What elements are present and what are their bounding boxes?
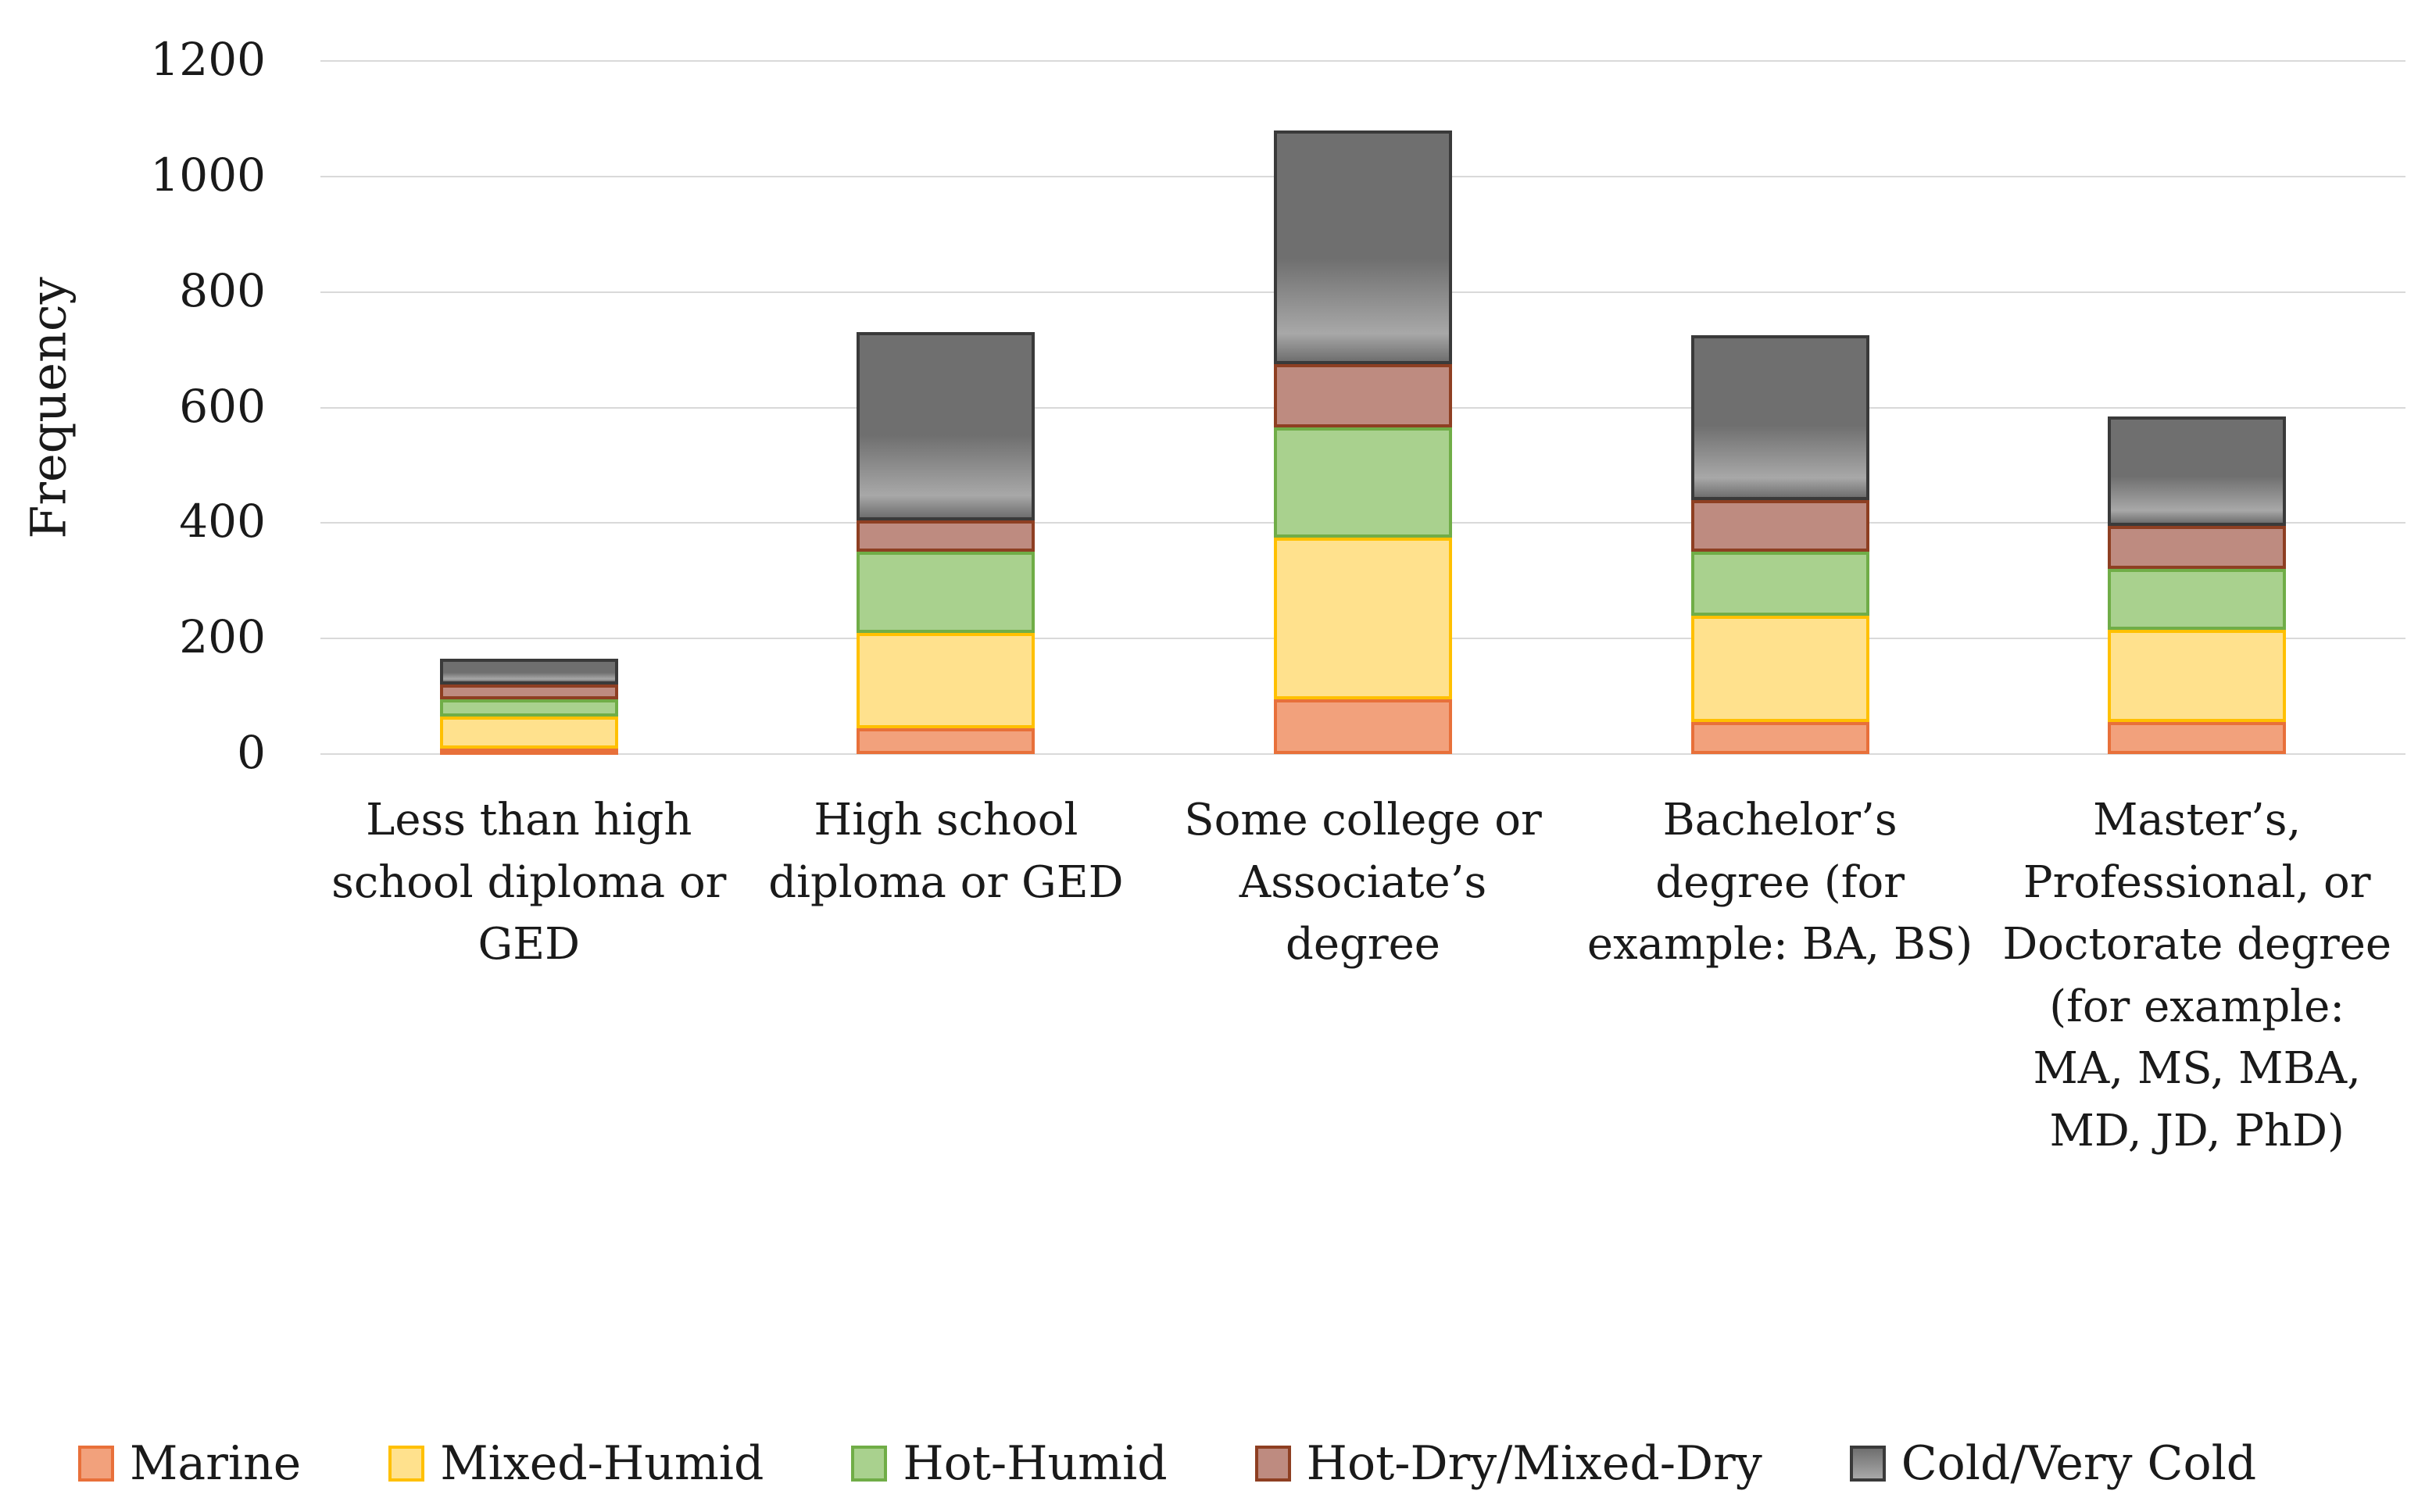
bar-segment-mixed-humid — [1274, 537, 1452, 699]
legend-label: Hot-Humid — [903, 1436, 1168, 1491]
y-tick-label: 1200 — [150, 33, 266, 86]
gridline — [320, 753, 2405, 755]
bar-segment-cold-very-cold — [1274, 130, 1452, 365]
legend-label: Marine — [130, 1436, 302, 1491]
bar-segment-marine — [1690, 722, 1869, 754]
bar-segment-hot-dry-mixed-dry — [857, 520, 1036, 552]
legend-swatch-icon — [1254, 1446, 1291, 1482]
bar-segment-hot-humid — [439, 699, 618, 717]
legend-label: Hot-Dry/Mixed-Dry — [1306, 1436, 1762, 1491]
x-category-label: High school diploma or GED — [768, 795, 1124, 908]
y-tick-label: 800 — [179, 263, 266, 317]
legend-item-hot-humid: Hot-Humid — [851, 1436, 1168, 1491]
y-tick-label: 400 — [179, 495, 266, 549]
legend-item-mixed-humid: Mixed-Humid — [388, 1436, 764, 1491]
bar-segment-hot-humid — [2108, 569, 2287, 631]
bar-segment-hot-dry-mixed-dry — [439, 685, 618, 699]
bar-segment-hot-dry-mixed-dry — [1690, 499, 1869, 552]
bar-segment-hot-humid — [1274, 427, 1452, 538]
bar-segment-marine — [2108, 722, 2287, 754]
y-tick-label: 1000 — [150, 148, 266, 202]
bar-segment-mixed-humid — [439, 716, 618, 749]
bar-segment-hot-humid — [857, 552, 1036, 633]
bar-segment-marine — [857, 727, 1036, 754]
legend: Marine Mixed-Humid Hot-Humid Hot-Dry/Mixed-… — [78, 1436, 2256, 1491]
bar-segment-cold-very-cold — [857, 332, 1036, 520]
legend-label: Mixed-Humid — [440, 1436, 764, 1491]
bar-segment-mixed-humid — [2108, 630, 2287, 723]
legend-swatch-icon — [78, 1446, 114, 1482]
x-category-label: Some college or Associate’s degree — [1184, 795, 1542, 970]
bar-segment-hot-dry-mixed-dry — [1274, 364, 1452, 428]
bar-segment-hot-humid — [1690, 552, 1869, 616]
gridline — [320, 60, 2405, 62]
legend-item-marine: Marine — [78, 1436, 301, 1491]
x-category-label: Bachelor’s degree (for example: BA, BS) — [1586, 795, 1973, 970]
bar-segment-mixed-humid — [1690, 615, 1869, 723]
bar-segment-hot-dry-mixed-dry — [2108, 526, 2287, 570]
y-tick-label: 600 — [179, 379, 266, 433]
bar-segment-marine — [1274, 699, 1452, 754]
bar-segment-cold-very-cold — [439, 659, 618, 685]
legend-swatch-icon — [388, 1446, 425, 1482]
legend-swatch-icon — [851, 1446, 888, 1482]
bar-segment-cold-very-cold — [1690, 335, 1869, 500]
bar-segment-cold-very-cold — [2108, 416, 2287, 527]
legend-swatch-icon — [1849, 1446, 1886, 1482]
bar-segment-marine — [439, 748, 618, 755]
legend-label: Cold/Very Cold — [1901, 1436, 2257, 1491]
y-tick-label: 0 — [237, 726, 266, 779]
legend-item-cold-very-cold: Cold/Very Cold — [1849, 1436, 2257, 1491]
legend-item-hot-dry-mixed-dry: Hot-Dry/Mixed-Dry — [1254, 1436, 1762, 1491]
y-tick-label: 200 — [179, 610, 266, 664]
x-category-label: Master’s, Professional, or Doctorate deg… — [2002, 795, 2392, 1156]
x-category-label: Less than high school diploma or GED — [331, 795, 727, 970]
bar-segment-mixed-humid — [857, 632, 1036, 728]
